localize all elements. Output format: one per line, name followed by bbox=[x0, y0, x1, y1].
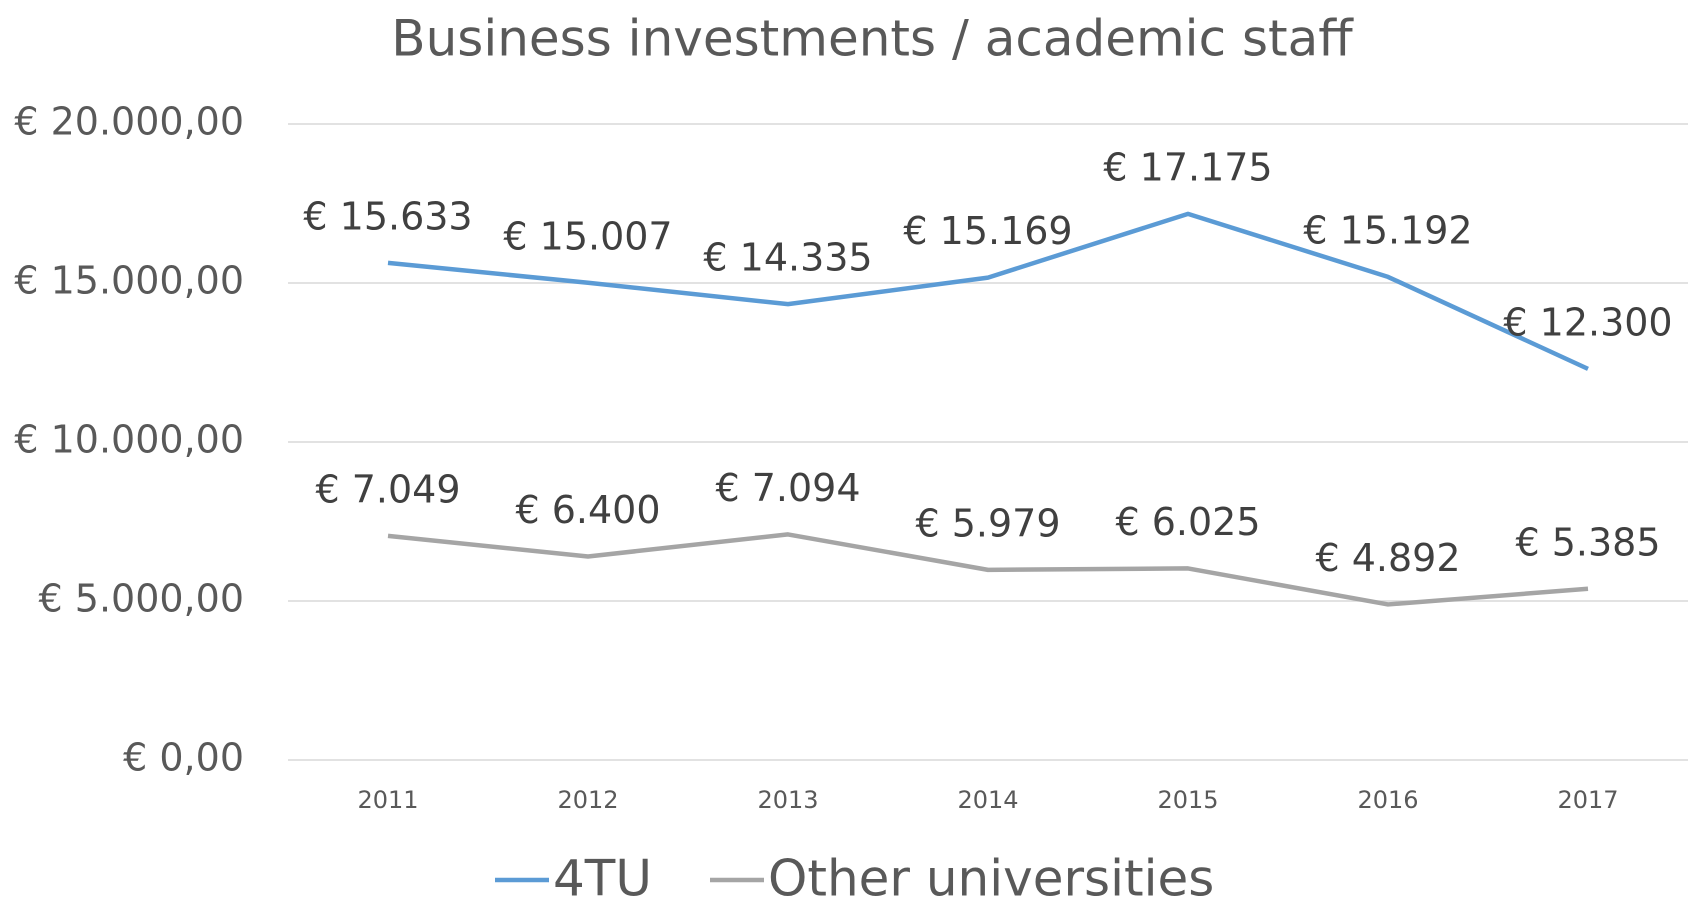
x-tick-label: 2015 bbox=[1157, 786, 1218, 814]
data-label: € 14.335 bbox=[703, 236, 872, 280]
line-series bbox=[387, 211, 1589, 371]
y-tick-label: € 10.000,00 bbox=[14, 418, 244, 462]
data-label: € 17.175 bbox=[1103, 145, 1272, 189]
y-tick-label: € 5.000,00 bbox=[39, 577, 244, 621]
data-label: € 15.192 bbox=[1303, 208, 1472, 252]
data-label: € 12.300 bbox=[1503, 300, 1672, 344]
x-tick-label: 2017 bbox=[1557, 786, 1618, 814]
data-label: € 15.007 bbox=[503, 214, 672, 258]
data-label: € 15.169 bbox=[903, 209, 1072, 253]
data-label: € 15.633 bbox=[303, 194, 472, 238]
x-tick-label: 2014 bbox=[957, 786, 1018, 814]
legend-label: 4TU bbox=[553, 850, 652, 904]
data-label: € 4.892 bbox=[1315, 536, 1460, 580]
data-label: € 6.025 bbox=[1115, 500, 1260, 544]
data-label: € 5.385 bbox=[1515, 520, 1660, 564]
chart-title: Business investments / academic staff bbox=[391, 10, 1354, 68]
line-series bbox=[387, 532, 1589, 607]
x-tick-label: 2012 bbox=[557, 786, 618, 814]
data-label: € 7.094 bbox=[715, 466, 860, 510]
y-tick-label: € 0,00 bbox=[123, 736, 244, 780]
y-tick-label: € 20.000,00 bbox=[14, 100, 244, 144]
data-label: € 5.979 bbox=[915, 501, 1060, 545]
legend-label: Other universities bbox=[768, 850, 1214, 904]
data-label: € 7.049 bbox=[315, 467, 460, 511]
data-label: € 6.400 bbox=[515, 488, 660, 532]
x-tick-label: 2016 bbox=[1357, 786, 1418, 814]
x-tick-label: 2013 bbox=[757, 786, 818, 814]
x-tick-label: 2011 bbox=[357, 786, 418, 814]
y-tick-label: € 15.000,00 bbox=[14, 259, 244, 303]
